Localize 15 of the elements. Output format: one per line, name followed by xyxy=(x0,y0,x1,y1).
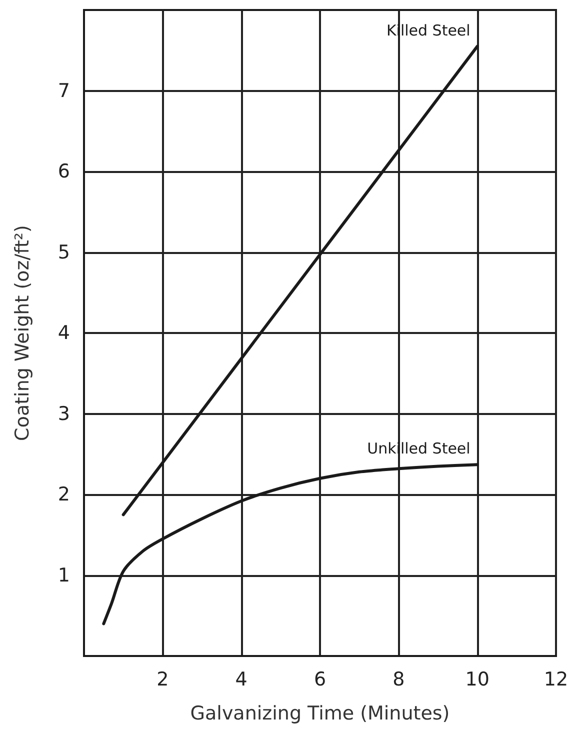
x-tick-label: 6 xyxy=(314,668,326,690)
y-axis-title: Coating Weight (oz/ft²) xyxy=(12,225,34,441)
x-axis-title: Galvanizing Time (Minutes) xyxy=(190,702,450,724)
x-tick-label: 10 xyxy=(465,668,490,690)
y-tick-label: 2 xyxy=(58,484,70,506)
x-tick-label: 8 xyxy=(392,668,405,690)
y-tick-label: 7 xyxy=(58,80,70,102)
x-tick-label: 12 xyxy=(544,668,568,690)
x-tick-label: 2 xyxy=(156,668,169,690)
y-tick-label: 4 xyxy=(58,322,70,344)
y-tick-label: 3 xyxy=(58,402,70,425)
y-tick-label: 1 xyxy=(58,564,70,586)
y-tick-label: 6 xyxy=(58,160,70,182)
x-tick-label: 4 xyxy=(235,668,248,690)
y-tick-label: 5 xyxy=(58,241,70,264)
